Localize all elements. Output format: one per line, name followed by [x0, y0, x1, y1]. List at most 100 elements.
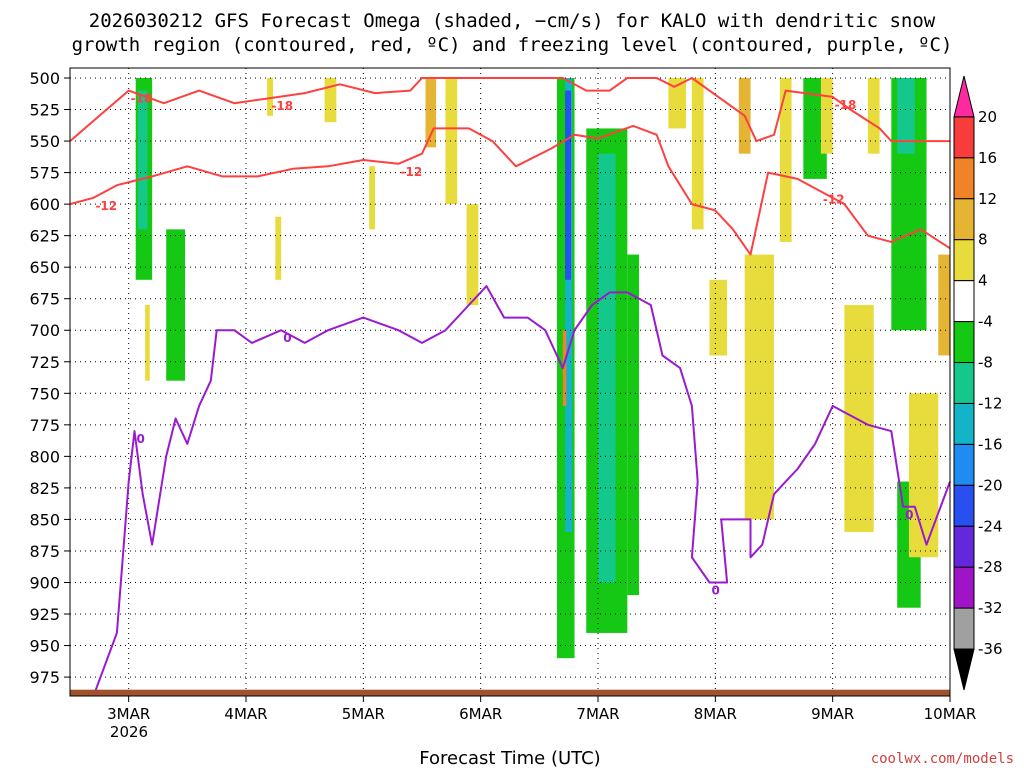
y-tick-label: 975	[29, 668, 60, 687]
dgz-contour-minus12-label: -12	[401, 165, 423, 179]
colorbar: 20 16 12 8 4 -4 -8 -12 -16 -20 -24 -28 -32 -36	[953, 75, 1003, 691]
omega-region	[627, 254, 640, 596]
colorbar-bin	[953, 443, 975, 486]
omega-region	[779, 78, 792, 242]
y-tick-label: 950	[29, 637, 60, 656]
omega-region	[466, 204, 479, 306]
dgz-contour-minus18	[69, 77, 950, 143]
plot-area: -18 -18 -18 -12 -12 -12 0 0 0 0	[69, 67, 951, 697]
freezing-level-contour-label: 0	[137, 432, 145, 446]
dgz-contour-minus18-label: -18	[835, 98, 857, 112]
omega-region	[324, 78, 337, 123]
y-tick-label: 550	[29, 132, 60, 151]
colorbar-bin	[953, 321, 975, 364]
y-tick-label: 875	[29, 542, 60, 561]
omega-region	[445, 78, 458, 205]
omega-region	[565, 90, 572, 280]
freezing-level-contour-label: 0	[905, 508, 913, 522]
y-tick-label: 850	[29, 510, 60, 529]
omega-region	[275, 216, 282, 280]
x-tick-label: 6MAR	[459, 705, 502, 723]
credit-label: coolwx.com/models	[871, 751, 1014, 767]
y-tick-label: 700	[29, 321, 60, 340]
colorbar-tick-label: -8	[978, 354, 993, 372]
x-tick-label: 10MAR	[924, 705, 977, 723]
omega-region	[867, 78, 880, 154]
omega-region	[267, 78, 273, 116]
colorbar-tick-label: 20	[978, 108, 997, 126]
terrain-ground	[70, 689, 950, 696]
colorbar-tick-label: 4	[978, 272, 988, 290]
freezing-level-contour-label: 0	[711, 583, 719, 597]
colorbar-bin	[953, 280, 975, 323]
omega-region	[369, 166, 376, 230]
y-tick-label: 825	[29, 479, 60, 498]
freezing-level-contour	[92, 285, 951, 697]
y-tick-label: 675	[29, 290, 60, 309]
y-tick-label: 525	[29, 101, 60, 120]
y-tick-label: 775	[29, 416, 60, 435]
colorbar-bin	[953, 239, 975, 282]
omega-region	[709, 279, 728, 356]
omega-region	[744, 254, 774, 520]
colorbar-tick-label: -36	[978, 640, 1003, 658]
colorbar-tick-label: -4	[978, 313, 993, 331]
y-tick-label: 625	[29, 227, 60, 246]
y-tick-label: 925	[29, 605, 60, 624]
omega-region	[598, 153, 616, 583]
colorbar-bin	[953, 566, 975, 609]
colorbar-tick-label: -24	[978, 517, 1003, 535]
colorbar-bin	[953, 157, 975, 200]
dgz-contour-minus18-label: -18	[271, 99, 293, 113]
dgz-contour-minus12-label: -12	[95, 199, 117, 213]
colorbar-tick-label: -20	[978, 476, 1003, 494]
y-tick-label: 750	[29, 384, 60, 403]
omega-region	[668, 78, 686, 129]
colorbar-tick-label: 12	[978, 190, 997, 208]
omega-region	[425, 78, 437, 148]
y-tick-label: 900	[29, 573, 60, 592]
freezing-level-contour-label: 0	[283, 331, 291, 345]
colorbar-tick-label: 16	[978, 149, 997, 167]
dgz-contour-minus18-label: -18	[131, 92, 153, 106]
omega-region	[166, 229, 185, 381]
chart-title-line1: 2026030212 GFS Forecast Omega (shaded, −…	[89, 10, 936, 32]
omega-region	[844, 305, 874, 533]
omega-region	[820, 78, 833, 154]
colorbar-bin	[953, 525, 975, 568]
dgz-contour-minus12-label: -12	[823, 193, 845, 207]
plot-frame	[69, 67, 951, 697]
omega-region	[145, 305, 150, 381]
x-tick-label: 9MAR	[811, 705, 854, 723]
y-tick-label: 725	[29, 353, 60, 372]
y-tick-label: 575	[29, 164, 60, 183]
colorbar-tick-label: -32	[978, 599, 1003, 617]
colorbar-bottom-arrow	[953, 648, 975, 691]
colorbar-top-arrow	[953, 75, 975, 118]
omega-region	[938, 254, 950, 356]
x-tick-label: 7MAR	[576, 705, 619, 723]
x-year-label: 2026	[110, 723, 148, 741]
omega-region	[897, 78, 915, 154]
omega-region	[562, 330, 567, 406]
colorbar-bin	[953, 198, 975, 241]
colorbar-bin	[953, 116, 975, 159]
contours: -18 -18 -18 -12 -12 -12 0 0 0 0	[69, 77, 951, 697]
x-tick-label: 8MAR	[694, 705, 737, 723]
x-tick-label: 5MAR	[342, 705, 385, 723]
x-tick-label: 4MAR	[224, 705, 267, 723]
dgz-contour-minus12	[69, 124, 951, 256]
colorbar-bin	[953, 402, 975, 445]
colorbar-tick-label: -16	[978, 435, 1003, 453]
colorbar-tick-label: -28	[978, 558, 1003, 576]
colorbar-bin	[953, 362, 975, 404]
omega-region	[908, 393, 939, 558]
chart-title-line2: growth region (contoured, red, ºC) and f…	[72, 34, 953, 56]
omega-region	[138, 90, 148, 230]
x-tick-label: 3MAR	[107, 705, 150, 723]
omega-region	[565, 78, 573, 533]
colorbar-tick-label: -12	[978, 394, 1003, 412]
colorbar-tick-label: 8	[978, 231, 988, 249]
colorbar-bin	[953, 607, 975, 650]
